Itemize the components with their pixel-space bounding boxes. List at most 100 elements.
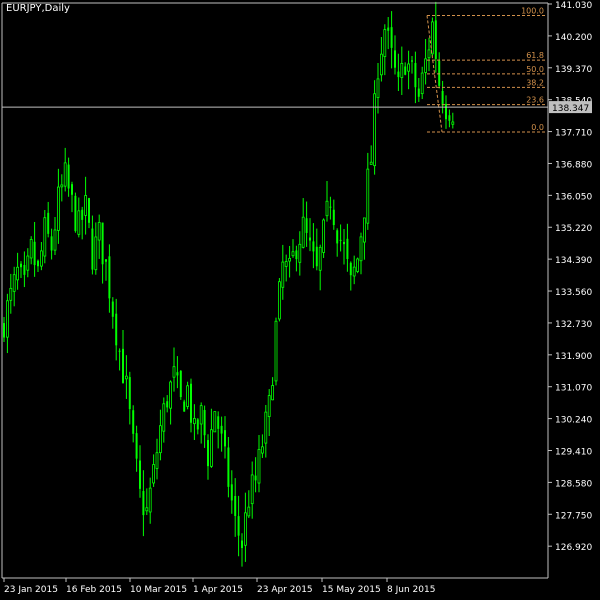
candle-body — [125, 375, 128, 380]
candle-body — [448, 115, 451, 121]
candle-body — [298, 243, 302, 263]
x-tick-label: 8 Jun 2015 — [387, 585, 435, 595]
candle-body — [183, 401, 186, 412]
candle-body — [3, 323, 5, 338]
fib-level-label: 38.2 — [526, 78, 544, 87]
candle-body — [192, 418, 196, 425]
candle-body — [135, 433, 138, 459]
candle-body — [196, 419, 199, 430]
candle-body — [43, 217, 47, 257]
y-tick-label: 128.580 — [555, 479, 592, 489]
candle-body — [40, 250, 43, 267]
y-tick-label: 136.050 — [555, 192, 592, 202]
x-tick-label: 16 Feb 2015 — [66, 585, 122, 595]
candle-body — [220, 425, 223, 434]
candle-body — [230, 484, 233, 501]
candle-body — [9, 287, 13, 301]
candle-body — [166, 401, 169, 408]
candle-body — [60, 184, 64, 188]
candle-body — [16, 266, 20, 281]
candle-body — [155, 452, 159, 469]
y-tick-label: 133.560 — [555, 288, 592, 298]
candle-body — [295, 250, 298, 260]
candle-body — [217, 416, 220, 429]
candle-body — [37, 260, 39, 267]
x-tick-label: 10 Mar 2015 — [130, 585, 187, 595]
candle-body — [128, 377, 131, 410]
candle-body — [329, 206, 332, 208]
candle-body — [20, 263, 22, 268]
candle-body — [394, 50, 396, 68]
candle-body — [88, 198, 90, 223]
candle-body — [379, 53, 383, 76]
candle-body — [111, 301, 114, 317]
axes-group: 141.030140.200139.370138.540137.710136.8… — [1, 1, 592, 595]
candle-body — [434, 20, 437, 59]
candle-body — [108, 256, 111, 299]
candle-body — [254, 475, 257, 481]
candle-body — [57, 186, 60, 231]
candle-body — [162, 403, 166, 432]
y-tick-label: 130.240 — [555, 416, 592, 426]
candle-body — [152, 464, 156, 484]
y-tick-label: 132.730 — [555, 320, 592, 330]
candle-body — [390, 27, 393, 48]
candle-body — [366, 168, 370, 224]
candle-body — [417, 88, 420, 97]
candle-body — [376, 78, 380, 98]
fib-level-label: 100.0 — [521, 7, 544, 16]
x-tick-label: 15 May 2015 — [322, 585, 381, 595]
candle-body — [237, 516, 240, 536]
candle-body — [29, 239, 33, 259]
candle-body — [301, 216, 305, 248]
candle-body — [424, 58, 428, 73]
candle-body — [105, 259, 107, 262]
candle-body — [101, 222, 104, 265]
candle-body — [356, 258, 360, 272]
y-tick-label: 140.200 — [555, 33, 592, 43]
fib-trendline — [426, 15, 443, 133]
candle-body — [74, 195, 77, 232]
x-tick-label: 23 Apr 2015 — [257, 585, 313, 595]
candle-body — [451, 121, 455, 125]
candle-body — [169, 381, 173, 409]
candle-body — [312, 241, 315, 252]
candle-body — [264, 411, 268, 444]
candle-body — [243, 512, 247, 546]
candle-body — [288, 257, 292, 262]
candle-body — [404, 66, 407, 75]
candle-body — [441, 90, 444, 106]
candle-body — [148, 487, 152, 513]
candle-body — [81, 209, 84, 220]
candle-body — [247, 506, 251, 517]
candle-body — [6, 300, 9, 338]
candle-body — [33, 241, 36, 266]
candle-body — [332, 209, 335, 226]
y-tick-label: 129.410 — [555, 447, 592, 457]
current-price-label-bg — [549, 101, 592, 114]
candle-body — [209, 429, 213, 467]
candle-body — [260, 446, 264, 454]
fib-level-label: 50.0 — [526, 65, 544, 74]
candle-body — [362, 217, 366, 243]
candle-body — [257, 449, 261, 484]
candle-body — [172, 366, 176, 378]
candle-body — [407, 63, 411, 72]
candle-body — [336, 230, 339, 244]
candle-body — [373, 93, 377, 167]
candle-body — [420, 72, 424, 95]
candle-body — [414, 62, 417, 88]
x-tick-label: 23 Jan 2015 — [4, 585, 58, 595]
fib-level-label: 0.0 — [531, 123, 544, 132]
candle-body — [397, 71, 400, 78]
candle-body — [158, 425, 162, 454]
candle-body — [400, 62, 404, 78]
candle-body — [349, 262, 352, 276]
candle-body — [199, 405, 203, 425]
candle-body — [139, 460, 141, 489]
candle-body — [145, 507, 149, 512]
candle-body — [213, 411, 217, 433]
fibonacci-retracement[interactable]: 100.0 61.8 50.0 38.2 23.6 0.0 — [426, 7, 546, 133]
candle-body — [305, 218, 308, 233]
